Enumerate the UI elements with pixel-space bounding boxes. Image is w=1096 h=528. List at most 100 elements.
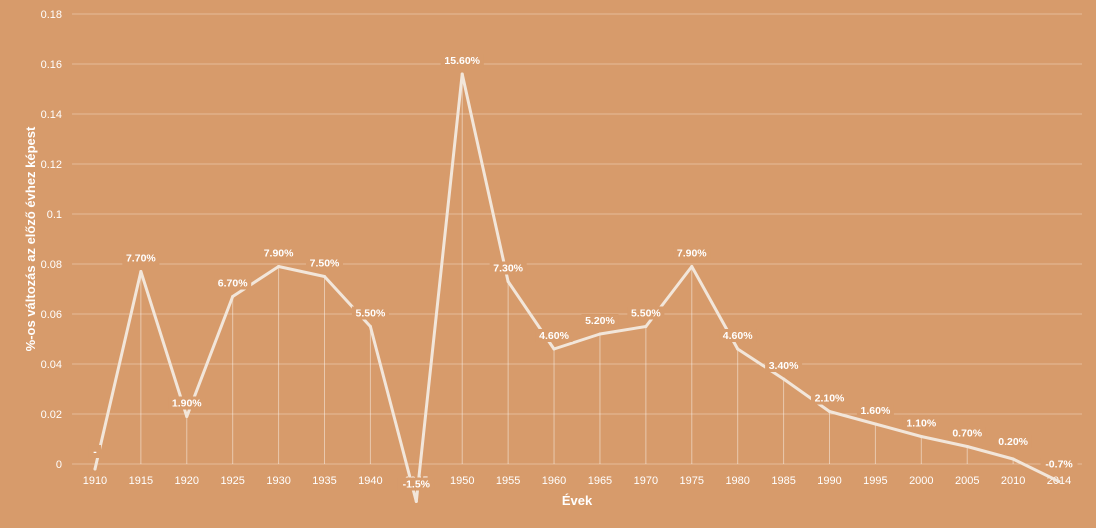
data-label-group: 7.50% [306, 256, 343, 270]
data-label: 5.20% [585, 315, 615, 327]
data-label: 0.20% [998, 436, 1028, 448]
x-axis-title: Évek [562, 493, 593, 508]
data-label-group: 7.90% [673, 246, 711, 260]
data-label-group: 1.60% [856, 404, 894, 417]
x-tick-label: 1985 [771, 475, 795, 487]
data-label-group: 0.70% [948, 426, 986, 440]
data-point [506, 280, 510, 283]
x-tick-label: 1925 [220, 475, 244, 487]
data-label-group: 5.20% [581, 314, 619, 327]
data-label-bg [397, 477, 435, 491]
data-label: 1.90% [172, 398, 202, 410]
data-label: 5.50% [356, 308, 386, 320]
data-point [185, 415, 189, 418]
data-label: 5.50% [631, 308, 661, 320]
data-point [323, 275, 326, 278]
data-label-group: 2.10% [811, 391, 848, 405]
x-tick-label: 1990 [817, 475, 841, 487]
series-line-path [93, 72, 1061, 503]
x-tick-label: 1930 [266, 475, 290, 487]
data-label-group: 6.70% [214, 276, 252, 290]
y-tick-label: 0 [56, 459, 62, 471]
data-label: 6.70% [218, 278, 248, 290]
data-point [139, 270, 143, 273]
data-label-bg [168, 396, 206, 410]
data-label: 2.10% [815, 393, 845, 405]
data-label-group: -0.7% [1040, 457, 1078, 471]
y-tick-label: 0.16 [41, 59, 62, 71]
data-label: 7.50% [310, 258, 340, 270]
x-tick-label: 1995 [863, 475, 887, 487]
data-label-bg [1040, 457, 1078, 471]
data-label-bg [581, 314, 619, 327]
y-tick-label: 0.1 [47, 209, 62, 221]
y-axis-title: %-os változás az előző évhez képest [23, 126, 38, 351]
x-tick-label: 2000 [909, 475, 933, 487]
data-label-group: 4.60% [535, 329, 573, 342]
data-point [93, 467, 97, 471]
data-label-group: 1.90% [168, 396, 206, 410]
x-tick-label: 2005 [955, 475, 979, 487]
drop-lines [140, 74, 1014, 464]
y-tick-label: 0.02 [41, 409, 62, 421]
x-tick-label: 1970 [634, 475, 658, 487]
data-point [598, 332, 602, 336]
data-point [1057, 480, 1061, 483]
x-tick-label: 1915 [129, 475, 153, 487]
data-label: - [93, 446, 97, 458]
x-tick-label: 1975 [680, 475, 704, 487]
data-label: 0.70% [952, 428, 982, 440]
data-label-bg [765, 359, 803, 372]
x-tick-label: 1980 [725, 475, 749, 487]
data-label: 3.40% [769, 360, 799, 372]
data-point [782, 377, 786, 381]
data-label: 15.60% [444, 55, 480, 67]
data-point [231, 295, 235, 298]
data-label: 4.60% [539, 330, 569, 342]
data-point [965, 445, 969, 448]
data-label-bg [306, 256, 343, 270]
data-label: 1.60% [861, 405, 891, 417]
data-label-bg [440, 54, 484, 67]
data-label-group: 15.60% [440, 54, 484, 67]
y-tick-label: 0.04 [41, 359, 62, 371]
data-point [690, 265, 694, 268]
x-tick-label: 1950 [450, 475, 474, 487]
x-tick-label: 1910 [83, 475, 107, 487]
data-label: -0.7% [1045, 459, 1073, 471]
data-label: 7.90% [677, 248, 707, 260]
data-point [552, 347, 556, 351]
x-tick-label: 1920 [175, 475, 199, 487]
data-label-bg [214, 276, 252, 290]
data-label-bg [88, 445, 102, 458]
data-label-group: 5.50% [351, 306, 389, 320]
data-label-bg [489, 261, 527, 275]
data-label: 4.60% [723, 330, 753, 342]
data-point [644, 325, 648, 328]
data-label-group: - [88, 445, 102, 458]
x-tick-label: 1940 [358, 475, 382, 487]
y-axis-ticks: 0 0.02 0.04 0.06 0.08 0.1 0.12 0.14 0.16 0.18 [41, 9, 62, 471]
data-label-group: 5.50% [627, 306, 665, 320]
data-label-bg [902, 416, 940, 430]
data-label: 7.90% [264, 248, 294, 260]
data-label-bg [351, 306, 389, 320]
y-tick-label: 0.18 [41, 9, 62, 21]
data-label-group: 7.90% [260, 246, 298, 260]
data-label: 7.30% [493, 263, 523, 275]
data-label: 1.10% [906, 418, 936, 430]
y-tick-label: 0.06 [41, 309, 62, 321]
data-label-bg [673, 246, 711, 260]
y-tick-label: 0.12 [41, 159, 62, 171]
data-label-group: 0.20% [994, 435, 1032, 448]
data-point [1011, 457, 1015, 461]
data-label-bg [719, 329, 757, 342]
data-label-group: 7.70% [122, 251, 160, 265]
x-tick-label: 1955 [496, 475, 520, 487]
data-label-group: 4.60% [719, 329, 757, 342]
data-label-group: 1.10% [902, 416, 940, 430]
data-label-group: -1.5% [397, 477, 435, 491]
